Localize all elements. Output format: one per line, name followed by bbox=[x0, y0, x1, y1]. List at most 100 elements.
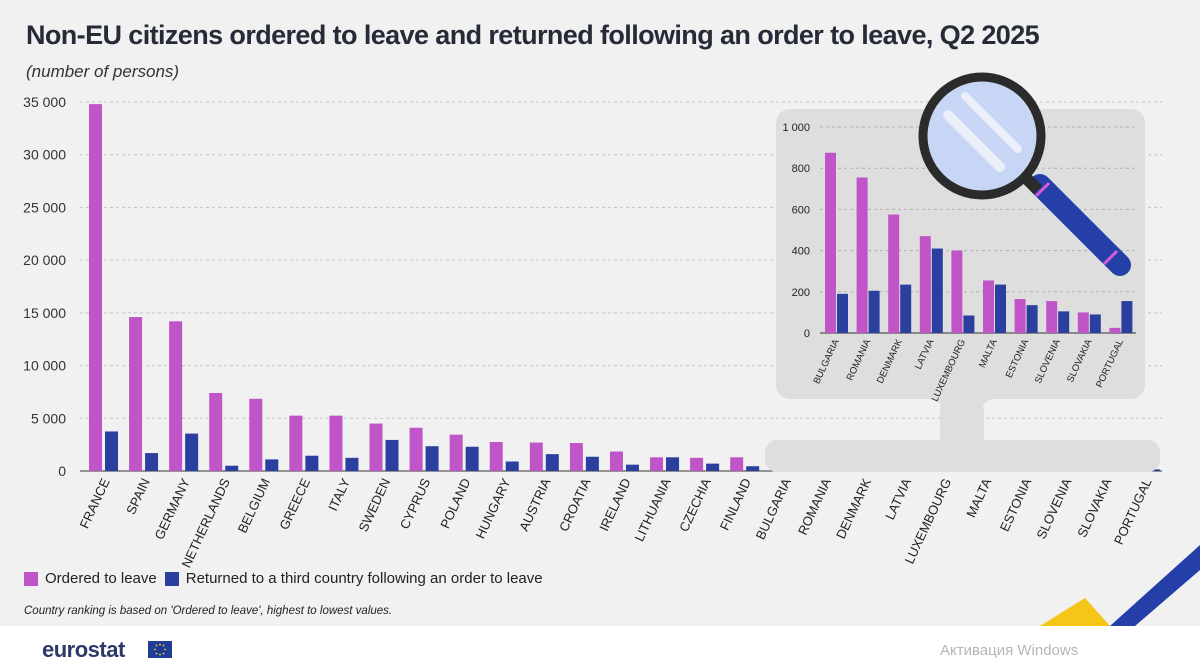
x-tick-label: AUSTRIA bbox=[516, 476, 554, 534]
bar-returned bbox=[185, 433, 199, 471]
magnifier-lens bbox=[918, 72, 1046, 200]
x-tick-label: SWEDEN bbox=[356, 476, 394, 534]
bar-returned bbox=[666, 457, 680, 471]
legend-item-returned: Returned to a third country following an… bbox=[164, 570, 543, 587]
y-tick-label: 0 bbox=[58, 463, 66, 479]
magnifier-handle bbox=[1029, 174, 1131, 276]
inset-bar-ordered bbox=[919, 236, 931, 333]
inset-y-tick-label: 800 bbox=[792, 163, 810, 175]
lens-glare bbox=[961, 92, 1022, 153]
inset-bar-returned bbox=[868, 290, 880, 333]
inset-y-tick-label: 600 bbox=[792, 204, 810, 216]
inset-bar-returned bbox=[1026, 305, 1038, 333]
footer-bar bbox=[0, 626, 1200, 663]
inset-bar-returned bbox=[900, 284, 912, 333]
bar-ordered bbox=[369, 423, 383, 471]
inset-bar-returned bbox=[1058, 311, 1070, 333]
bar-ordered bbox=[129, 317, 143, 471]
lens-glare bbox=[943, 110, 1005, 172]
inset-bar-ordered bbox=[951, 250, 963, 333]
magnifier-band bbox=[1102, 249, 1119, 266]
x-tick-label: ROMANIA bbox=[795, 476, 834, 538]
y-tick-label: 30 000 bbox=[23, 147, 66, 163]
bar-returned bbox=[105, 431, 118, 471]
eurostat-logo: eurostat bbox=[42, 637, 125, 662]
x-tick-label: DENMARK bbox=[833, 476, 874, 542]
bar-ordered bbox=[169, 321, 183, 471]
eu-flag-icon bbox=[148, 641, 172, 658]
bar-ordered bbox=[89, 104, 102, 471]
x-tick-label: LITHUANIA bbox=[631, 476, 673, 544]
bar-returned bbox=[145, 453, 159, 471]
magnifier-icon bbox=[918, 72, 1200, 626]
chart-subtitle: (number of persons) bbox=[26, 62, 180, 81]
x-tick-label: CZECHIA bbox=[676, 476, 714, 534]
inset-bar-ordered bbox=[1077, 312, 1089, 333]
inset-bar-returned bbox=[931, 248, 943, 333]
bar-ordered bbox=[209, 392, 223, 471]
x-tick-label: GREECE bbox=[276, 476, 313, 532]
inset-bar-ordered bbox=[1109, 327, 1121, 333]
bar-ordered bbox=[730, 457, 744, 471]
inset-bar-returned bbox=[1121, 301, 1133, 333]
corner-stripe-blue bbox=[1110, 545, 1200, 626]
main-y-axis: 0 5 000 10 000 15 000 20 000 25 000 30 000 35 0… bbox=[23, 94, 66, 479]
x-tick-label: LATVIA bbox=[882, 476, 914, 522]
bar-ordered bbox=[529, 442, 543, 471]
bar-returned bbox=[305, 455, 319, 471]
x-tick-label: PORTUGAL bbox=[1111, 476, 1155, 547]
y-tick-label: 15 000 bbox=[23, 305, 66, 321]
inset-connector bbox=[775, 398, 1145, 464]
x-tick-label: FRANCE bbox=[77, 476, 113, 531]
inset-y-tick-label: 200 bbox=[792, 287, 810, 299]
y-tick-label: 35 000 bbox=[23, 94, 66, 110]
chart-footnote: Country ranking is based on 'Ordered to … bbox=[24, 605, 393, 617]
x-tick-label: CYPRUS bbox=[397, 476, 434, 532]
x-tick-label: SLOVAKIA bbox=[1074, 476, 1115, 540]
bar-ordered bbox=[609, 451, 623, 471]
legend-label-ordered: Ordered to leave bbox=[45, 570, 157, 587]
bar-returned bbox=[585, 456, 599, 471]
inset-bar-ordered bbox=[983, 280, 994, 333]
bar-returned bbox=[746, 466, 760, 471]
bar-returned bbox=[385, 439, 399, 471]
y-tick-label: 10 000 bbox=[23, 358, 66, 374]
y-tick-label: 20 000 bbox=[23, 252, 66, 268]
bar-ordered bbox=[409, 427, 423, 471]
legend-swatch-ordered bbox=[24, 571, 38, 586]
inset-bar-returned bbox=[1089, 314, 1101, 333]
inset-bar-returned bbox=[837, 293, 848, 333]
bar-ordered bbox=[329, 415, 343, 471]
x-tick-label: FINLAND bbox=[717, 476, 754, 533]
bar-returned bbox=[425, 446, 439, 471]
bar-returned bbox=[225, 465, 239, 471]
x-tick-label: POLAND bbox=[437, 476, 473, 531]
x-tick-label: MALTA bbox=[963, 476, 994, 520]
bar-chart: 0 5 000 10 000 15 000 20 000 25 000 30 000 35 0… bbox=[23, 72, 1200, 626]
inset-bar-ordered bbox=[1046, 301, 1058, 333]
bar-returned bbox=[545, 454, 559, 471]
x-tick-label: CROATIA bbox=[556, 476, 594, 534]
legend-item-ordered: Ordered to leave bbox=[24, 570, 157, 587]
inset-y-tick-label: 1 000 bbox=[782, 122, 810, 134]
bar-ordered bbox=[449, 434, 463, 471]
bar-ordered bbox=[650, 457, 664, 471]
x-tick-label: GERMANY bbox=[151, 476, 193, 542]
main-bars bbox=[89, 104, 1160, 471]
x-tick-label: IRELAND bbox=[596, 476, 633, 533]
legend-label-returned: Returned to a third country following an… bbox=[185, 570, 543, 587]
page-title: Non-EU citizens ordered to leave and ret… bbox=[26, 20, 1040, 50]
x-tick-label: ESTONIA bbox=[997, 476, 1035, 534]
bar-returned bbox=[706, 463, 720, 471]
inset-y-tick-label: 0 bbox=[804, 328, 810, 340]
bar-ordered bbox=[489, 442, 503, 471]
inset-bar-returned bbox=[995, 284, 1006, 333]
x-tick-label: ITALY bbox=[325, 476, 353, 514]
legend: Ordered to leave Returned to a third cou… bbox=[24, 570, 551, 587]
inset-bar-ordered bbox=[856, 177, 868, 333]
inset-y-tick-label: 400 bbox=[792, 246, 810, 258]
y-tick-label: 25 000 bbox=[23, 199, 66, 215]
legend-swatch-returned bbox=[164, 571, 179, 586]
